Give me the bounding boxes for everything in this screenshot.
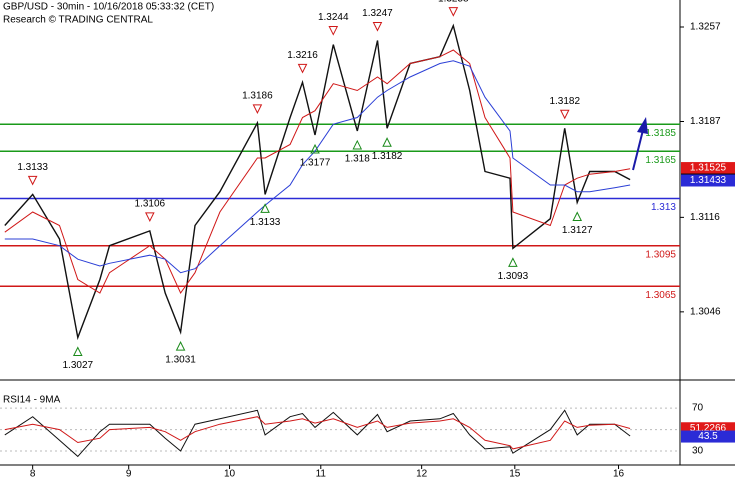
signal-marker — [260, 203, 270, 213]
annotation-label: 1.3027 — [62, 360, 93, 371]
x-tick-label: 12 — [416, 469, 428, 480]
y-tick-label: 1.3046 — [690, 306, 721, 317]
rsi-tag — [681, 430, 735, 443]
annotation-label: 1.318 — [345, 154, 370, 165]
x-tick-label: 11 — [316, 469, 327, 480]
series-line — [4, 23, 631, 341]
x-tick-label: 8 — [30, 469, 36, 480]
rsi-tag-label: 43.5 — [698, 431, 718, 442]
price-tag — [681, 162, 735, 175]
chart-title: GBP/USD - 30min - 10/16/2018 05:33:32 (C… — [3, 2, 214, 13]
series-line — [4, 416, 631, 450]
annotation-label: 1.3133 — [17, 162, 48, 173]
signal-marker — [328, 26, 339, 36]
signal-marker — [559, 109, 570, 120]
signal-marker — [572, 211, 583, 221]
signal-marker — [297, 63, 308, 74]
y-tick-label: 1.3187 — [690, 116, 721, 127]
annotation-label: 1.3106 — [135, 198, 166, 209]
annotation-label: 1.3182 — [372, 151, 403, 162]
annotation-label: 1.3127 — [562, 225, 593, 236]
annotation-label: 1.3258 — [438, 0, 469, 4]
signal-marker — [175, 340, 186, 351]
rsi-tick-label: 70 — [692, 403, 704, 414]
signal-marker — [508, 257, 518, 267]
annotation-label: 1.3244 — [318, 12, 349, 23]
price-tag-label: 1.31525 — [690, 163, 727, 174]
annotation-label: 1.3186 — [242, 90, 273, 101]
series-line — [4, 409, 631, 458]
x-tick-label: 9 — [126, 469, 132, 480]
rsi-tag-label: 51.2266 — [690, 423, 727, 434]
y-tick-label: 1.3116 — [690, 212, 720, 223]
x-tick-label: 10 — [224, 469, 236, 480]
forecast-arrow-head — [637, 117, 648, 134]
annotation-label: 1.3133 — [250, 217, 281, 228]
chart-subtitle: Research © TRADING CENTRAL — [3, 15, 153, 26]
level-label: 1.3095 — [645, 249, 676, 260]
signal-marker — [382, 137, 392, 147]
annotation-label: 1.3031 — [165, 355, 196, 366]
annotation-label: 1.3177 — [300, 158, 331, 169]
signal-marker — [145, 212, 155, 222]
annotation-label: 1.3093 — [498, 271, 529, 282]
y-tick-label: 1.3257 — [690, 22, 721, 33]
signal-marker — [72, 346, 83, 356]
signal-marker — [352, 139, 363, 150]
rsi-title: RSI14 - 9MA — [3, 395, 61, 406]
level-label: 1.3185 — [645, 128, 676, 139]
signal-marker — [310, 143, 320, 154]
signal-marker — [27, 175, 38, 186]
x-tick-label: 15 — [509, 469, 521, 480]
annotation-label: 1.3216 — [287, 50, 318, 61]
price-tag — [681, 174, 735, 187]
signal-marker — [252, 104, 263, 114]
series-line — [4, 49, 631, 294]
signal-marker — [448, 7, 459, 17]
annotation-label: 1.3247 — [362, 8, 393, 19]
annotation-label: 1.3182 — [549, 96, 580, 107]
price-tag-label: 1.31433 — [690, 175, 727, 186]
signal-marker — [372, 22, 383, 32]
level-label: 1.3065 — [645, 290, 676, 301]
level-label: 1.3165 — [645, 155, 676, 166]
level-label: 1.313 — [651, 202, 676, 213]
x-tick-label: 16 — [613, 469, 625, 480]
series-line — [4, 60, 631, 274]
rsi-tick-label: 30 — [692, 446, 704, 457]
forecast-arrow — [632, 129, 644, 171]
